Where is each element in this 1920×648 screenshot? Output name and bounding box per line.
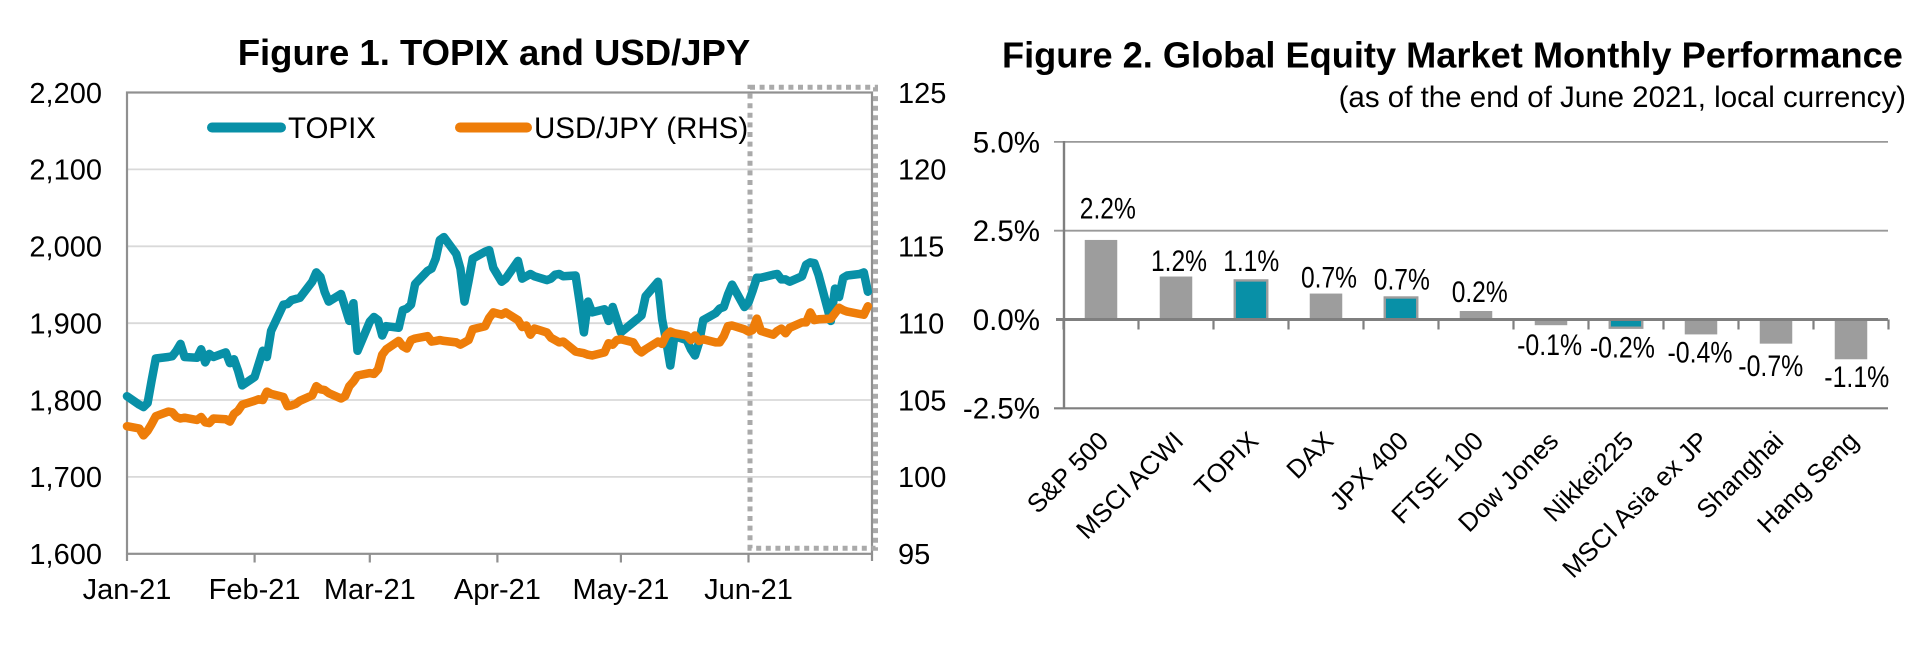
svg-text:Apr-21: Apr-21 (454, 574, 541, 606)
svg-text:120: 120 (898, 155, 946, 187)
svg-text:0.7%: 0.7% (1374, 263, 1430, 296)
svg-text:-0.2%: -0.2% (1590, 332, 1655, 365)
svg-text:Feb-21: Feb-21 (209, 574, 301, 606)
svg-text:Jan-21: Jan-21 (83, 574, 172, 606)
svg-text:0.2%: 0.2% (1452, 276, 1508, 309)
svg-text:Figure 2. Global Equity Market: Figure 2. Global Equity Market Monthly P… (1002, 35, 1903, 76)
svg-text:110: 110 (898, 309, 944, 341)
svg-text:0.0%: 0.0% (973, 304, 1040, 337)
svg-text:2,100: 2,100 (29, 155, 102, 187)
svg-text:USD/JPY (RHS): USD/JPY (RHS) (534, 112, 748, 145)
svg-text:Figure 1. TOPIX and USD/JPY: Figure 1. TOPIX and USD/JPY (238, 32, 750, 73)
svg-text:2.5%: 2.5% (973, 215, 1040, 248)
svg-text:TOPIX: TOPIX (288, 112, 376, 145)
svg-text:100: 100 (898, 462, 946, 494)
svg-text:-1.1%: -1.1% (1824, 361, 1889, 394)
svg-text:1,800: 1,800 (29, 385, 102, 417)
svg-text:125: 125 (898, 78, 946, 110)
svg-text:Mar-21: Mar-21 (324, 574, 416, 606)
svg-text:Jun-21: Jun-21 (704, 574, 793, 606)
svg-text:1,600: 1,600 (29, 539, 102, 571)
svg-text:2,000: 2,000 (29, 232, 102, 264)
svg-text:-0.4%: -0.4% (1668, 337, 1733, 370)
svg-text:1,700: 1,700 (29, 462, 102, 494)
svg-text:May-21: May-21 (573, 574, 670, 606)
svg-text:105: 105 (898, 385, 946, 417)
svg-text:0.7%: 0.7% (1301, 261, 1357, 294)
svg-text:1.1%: 1.1% (1223, 245, 1279, 278)
svg-text:1,900: 1,900 (29, 309, 102, 341)
svg-text:-2.5%: -2.5% (963, 393, 1040, 426)
svg-text:5.0%: 5.0% (973, 126, 1040, 159)
svg-text:(as of the end of June 2021, l: (as of the end of June 2021, local curre… (1339, 81, 1906, 114)
svg-text:-0.1%: -0.1% (1517, 329, 1582, 362)
svg-text:1.2%: 1.2% (1151, 245, 1207, 278)
svg-text:-0.7%: -0.7% (1738, 350, 1803, 383)
svg-text:95: 95 (898, 539, 930, 571)
svg-text:2,200: 2,200 (29, 78, 102, 110)
svg-text:2.2%: 2.2% (1080, 192, 1136, 225)
svg-text:115: 115 (898, 232, 944, 264)
